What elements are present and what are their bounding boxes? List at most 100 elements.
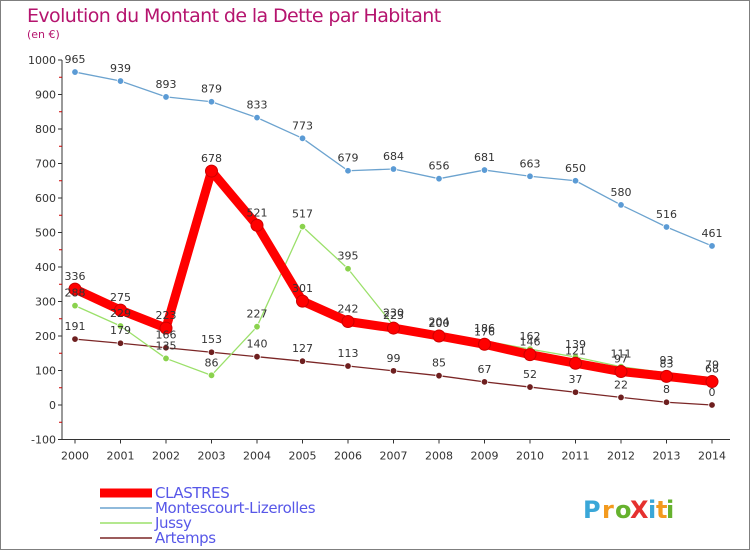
data-point [162,93,170,101]
data-label: 121 [565,344,586,357]
data-label: 162 [520,330,541,343]
data-label: 663 [520,157,541,170]
data-point [480,378,489,386]
data-label: 67 [478,363,492,376]
data-point [207,371,216,380]
data-point [344,362,352,370]
legend-entry: Montescourt-Lizerolles [155,499,316,517]
data-point [569,356,582,370]
y-tick-label: -100 [31,434,56,447]
data-label: 97 [614,353,628,366]
logo-letter: i [648,496,656,524]
y-tick-label: 800 [35,123,56,136]
data-point [159,321,173,335]
data-point [708,242,716,250]
data-label: 111 [611,348,632,361]
data-point [162,354,170,363]
data-point [614,365,628,379]
data-label: 191 [65,320,86,333]
data-label: 79 [705,359,719,372]
data-point [207,348,216,356]
data-label: 176 [474,325,495,338]
data-point [526,383,534,391]
data-point [68,282,82,296]
x-tick-label: 2002 [152,450,180,463]
data-point [526,172,534,180]
y-tick-label: 900 [35,89,56,102]
series-layer [68,68,719,409]
data-label: 773 [292,119,313,132]
data-label: 166 [156,329,177,342]
data-label: 678 [201,152,222,165]
data-label: 86 [205,356,219,369]
data-label: 336 [65,270,86,283]
data-point [662,223,671,231]
y-tick-label: 200 [35,330,56,343]
data-point [253,113,261,122]
data-label: 223 [156,309,177,322]
data-point [253,322,261,331]
x-tick-label: 2000 [61,450,89,463]
data-point [71,68,79,76]
data-label: 684 [383,150,404,163]
data-label: 517 [292,208,313,221]
data-label: 0 [709,386,716,399]
data-point [116,322,125,330]
x-tick-label: 2013 [653,450,681,463]
legend-entry: Artemps [155,529,216,547]
x-tick-label: 2004 [243,450,271,463]
data-point [116,339,125,347]
data-label: 93 [660,354,674,367]
data-label: 179 [110,324,131,337]
data-point [435,371,443,380]
data-point [298,222,307,231]
data-point [341,315,355,329]
y-tick-label: 400 [35,261,56,274]
data-point [71,301,79,310]
data-label: 681 [474,151,495,164]
data-label: 113 [338,347,359,360]
data-point [296,294,309,308]
legend-entry: Jussy [154,514,192,532]
data-point [250,218,264,232]
data-point [617,393,625,402]
data-label: 893 [156,78,177,91]
logo-letter: X [630,496,649,524]
data-point [662,398,671,406]
data-label: 288 [65,287,86,300]
data-point [523,348,537,362]
y-tick-label: 700 [35,158,56,171]
data-label: 37 [569,373,583,386]
data-label: 200 [429,317,450,330]
y-tick-label: 600 [35,192,56,205]
data-point [344,265,352,273]
data-point [705,375,719,389]
data-label: 521 [247,206,268,219]
x-tick-label: 2010 [516,450,544,463]
legend-entry: CLASTRES [155,484,229,502]
data-label: 516 [656,208,677,221]
data-point [298,357,307,365]
data-point [207,98,216,106]
data-point [571,388,580,396]
data-label: 461 [702,227,723,240]
data-label: 833 [247,99,268,112]
x-tick-label: 2012 [607,450,635,463]
data-point [389,367,398,375]
data-label: 99 [387,352,401,365]
y-tick-label: 100 [35,365,56,378]
data-point [253,353,261,361]
chart-unit-label: (en €) [27,28,60,41]
data-label: 242 [338,303,359,316]
x-tick-label: 2005 [289,450,317,463]
data-label: 301 [292,282,313,295]
data-label: 879 [201,83,222,96]
data-label: 8 [663,383,670,396]
data-label: 227 [247,308,268,321]
data-label: 139 [565,338,586,351]
data-label: 965 [65,53,86,66]
data-label: 146 [520,336,541,349]
data-label: 275 [110,291,131,304]
